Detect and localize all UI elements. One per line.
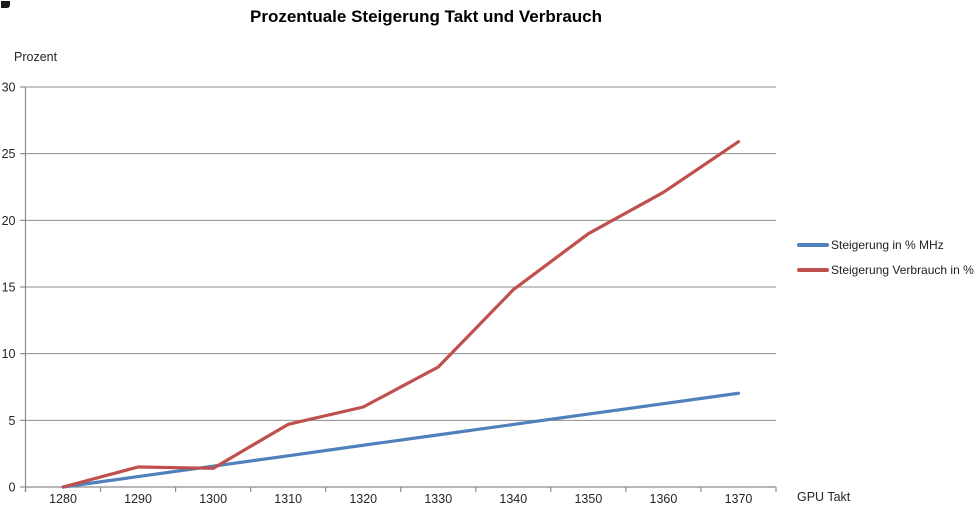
x-axis-title: GPU Takt — [797, 490, 851, 504]
legend-entry-verbrauch[interactable]: Steigerung Verbrauch in % — [797, 263, 974, 277]
legend-label: Steigerung Verbrauch in % — [831, 263, 974, 277]
y-tick-label: 25 — [2, 147, 16, 161]
x-tick-label: 1280 — [49, 492, 77, 506]
y-tick-label: 15 — [2, 281, 16, 295]
y-tick-label: 10 — [2, 347, 16, 361]
y-tick-label: 0 — [9, 481, 16, 495]
screenshot-corner-fragment — [1, 1, 10, 8]
legend-line-swatch-red — [797, 268, 829, 272]
legend-entry-takt[interactable]: Steigerung in % MHz — [797, 238, 974, 252]
x-tick-label: 1300 — [199, 492, 227, 506]
y-tick-label: 5 — [9, 414, 16, 428]
y-tick-label: 20 — [2, 214, 16, 228]
x-tick-label: 1350 — [574, 492, 602, 506]
series-line-0[interactable] — [61, 391, 741, 489]
series-line-1[interactable] — [61, 140, 741, 489]
x-tick-label: 1360 — [650, 492, 678, 506]
x-tick-label: 1330 — [424, 492, 452, 506]
legend: Steigerung in % MHz Steigerung Verbrauch… — [797, 238, 974, 277]
x-tick-label: 1370 — [725, 492, 753, 506]
y-axis-title: Prozent — [14, 50, 58, 64]
legend-label: Steigerung in % MHz — [831, 238, 944, 252]
legend-line-swatch-blue — [797, 243, 829, 247]
x-tick-label: 1320 — [349, 492, 377, 506]
chart-title: Prozentuale Steigerung Takt und Verbrauc… — [249, 7, 603, 26]
x-tick-label: 1310 — [274, 492, 302, 506]
x-tick-label: 1340 — [499, 492, 527, 506]
x-tick-label: 1290 — [124, 492, 152, 506]
y-tick-label: 30 — [2, 81, 16, 95]
